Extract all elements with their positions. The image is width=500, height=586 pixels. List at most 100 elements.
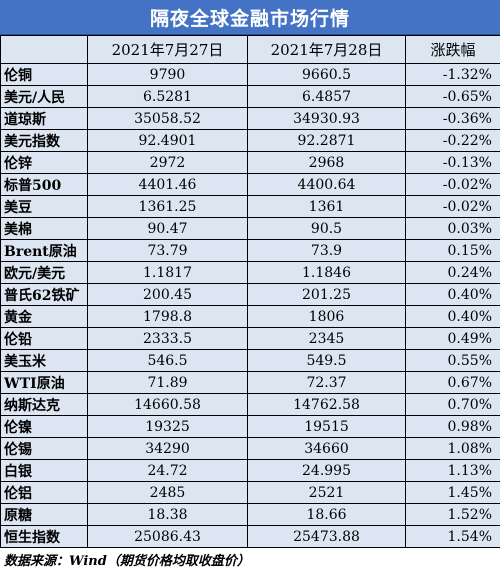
- row-name: 白银: [0, 459, 88, 482]
- report-title: 隔夜全球金融市场行情: [0, 0, 500, 35]
- row-value-1: 19325: [87, 415, 248, 438]
- table-row: 美元指数 92.4901 92.2871 -0.22%: [0, 129, 500, 152]
- row-name: 黄金: [0, 305, 88, 328]
- row-change: 1.45%: [405, 481, 500, 504]
- row-value-2: 19515: [247, 415, 406, 438]
- row-value-1: 18.38: [87, 503, 248, 526]
- row-value-1: 1798.8: [87, 305, 248, 328]
- row-change: 1.52%: [405, 503, 500, 526]
- table-row: 伦锌 2972 2968 -0.13%: [0, 151, 500, 174]
- row-name: 标普500: [0, 173, 88, 196]
- header-date-1: 2021年7月27日: [87, 35, 248, 64]
- row-value-2: 549.5: [247, 349, 406, 372]
- table-row: 黄金 1798.8 1806 0.40%: [0, 305, 500, 328]
- row-name: 伦铅: [0, 327, 88, 350]
- table-row: 原糖 18.38 18.66 1.52%: [0, 503, 500, 526]
- row-value-1: 200.45: [87, 283, 248, 306]
- row-change: 1.08%: [405, 437, 500, 460]
- row-value-2: 90.5: [247, 217, 406, 240]
- table-row: 美玉米 546.5 549.5 0.55%: [0, 349, 500, 372]
- row-change: 1.54%: [405, 525, 500, 548]
- row-change: 1.13%: [405, 459, 500, 482]
- row-value-2: 25473.88: [247, 525, 406, 548]
- row-change: -1.32%: [405, 63, 500, 86]
- row-value-2: 1.1846: [247, 261, 406, 284]
- table-row: 欧元/美元 1.1817 1.1846 0.24%: [0, 261, 500, 284]
- row-value-2: 6.4857: [247, 85, 406, 108]
- table-row: 伦镍 19325 19515 0.98%: [0, 415, 500, 438]
- table-row: 恒生指数 25086.43 25473.88 1.54%: [0, 525, 500, 548]
- row-name: 伦锌: [0, 151, 88, 174]
- source-note: 数据来源：Wind（期货价格均取收盘价）: [0, 548, 500, 570]
- row-value-2: 34660: [247, 437, 406, 460]
- row-name: 普氏62铁矿: [0, 283, 88, 306]
- row-name: 纳斯达克: [0, 393, 88, 416]
- row-change: 0.24%: [405, 261, 500, 284]
- row-value-2: 14762.58: [247, 393, 406, 416]
- row-name: 欧元/美元: [0, 261, 88, 284]
- row-value-1: 90.47: [87, 217, 248, 240]
- row-value-1: 2333.5: [87, 327, 248, 350]
- row-name: 伦镍: [0, 415, 88, 438]
- row-value-1: 92.4901: [87, 129, 248, 152]
- row-name: 道琼斯: [0, 107, 88, 130]
- header-date-2: 2021年7月28日: [247, 35, 406, 64]
- table-row: 美豆 1361.25 1361 -0.02%: [0, 195, 500, 218]
- row-name: WTI原油: [0, 371, 88, 394]
- row-value-2: 201.25: [247, 283, 406, 306]
- row-name: 美元/人民: [0, 85, 88, 108]
- row-value-2: 73.9: [247, 239, 406, 262]
- row-value-2: 72.37: [247, 371, 406, 394]
- row-change: 0.03%: [405, 217, 500, 240]
- row-value-1: 24.72: [87, 459, 248, 482]
- row-change: 0.67%: [405, 371, 500, 394]
- header-name: [0, 35, 88, 64]
- row-value-2: 1361: [247, 195, 406, 218]
- market-table: 2021年7月27日 2021年7月28日 涨跌幅 伦铜 9790 9660.5 -1…: [0, 35, 500, 548]
- row-change: 0.49%: [405, 327, 500, 350]
- table-row: 伦铝 2485 2521 1.45%: [0, 481, 500, 504]
- row-value-1: 35058.52: [87, 107, 248, 130]
- row-value-2: 24.995: [247, 459, 406, 482]
- row-change: 0.55%: [405, 349, 500, 372]
- row-value-1: 2972: [87, 151, 248, 174]
- row-value-2: 9660.5: [247, 63, 406, 86]
- table-row: Brent原油 73.79 73.9 0.15%: [0, 239, 500, 262]
- row-value-1: 2485: [87, 481, 248, 504]
- row-change: -0.22%: [405, 129, 500, 152]
- row-value-1: 14660.58: [87, 393, 248, 416]
- row-value-1: 1361.25: [87, 195, 248, 218]
- row-name: 伦铜: [0, 63, 88, 86]
- table-row: 标普500 4401.46 4400.64 -0.02%: [0, 173, 500, 196]
- row-value-1: 546.5: [87, 349, 248, 372]
- row-name: Brent原油: [0, 239, 88, 262]
- row-name: 原糖: [0, 503, 88, 526]
- row-value-2: 92.2871: [247, 129, 406, 152]
- table-row: 普氏62铁矿 200.45 201.25 0.40%: [0, 283, 500, 306]
- row-value-1: 9790: [87, 63, 248, 86]
- table-row: 道琼斯 35058.52 34930.93 -0.36%: [0, 107, 500, 130]
- row-value-2: 1806: [247, 305, 406, 328]
- row-change: 0.70%: [405, 393, 500, 416]
- row-change: 0.15%: [405, 239, 500, 262]
- table-row: 白银 24.72 24.995 1.13%: [0, 459, 500, 482]
- row-name: 美豆: [0, 195, 88, 218]
- row-change: 0.40%: [405, 305, 500, 328]
- row-change: -0.13%: [405, 151, 500, 174]
- row-value-1: 25086.43: [87, 525, 248, 548]
- table-row: 伦铜 9790 9660.5 -1.32%: [0, 63, 500, 86]
- row-value-2: 18.66: [247, 503, 406, 526]
- table-row: 伦锡 34290 34660 1.08%: [0, 437, 500, 460]
- row-change: -0.65%: [405, 85, 500, 108]
- table-row: 纳斯达克 14660.58 14762.58 0.70%: [0, 393, 500, 416]
- row-value-2: 2345: [247, 327, 406, 350]
- table-row: WTI原油 71.89 72.37 0.67%: [0, 371, 500, 394]
- table-row: 伦铅 2333.5 2345 0.49%: [0, 327, 500, 350]
- row-value-2: 34930.93: [247, 107, 406, 130]
- row-name: 美棉: [0, 217, 88, 240]
- row-change: -0.02%: [405, 195, 500, 218]
- row-change: -0.36%: [405, 107, 500, 130]
- row-value-1: 4401.46: [87, 173, 248, 196]
- row-change: 0.98%: [405, 415, 500, 438]
